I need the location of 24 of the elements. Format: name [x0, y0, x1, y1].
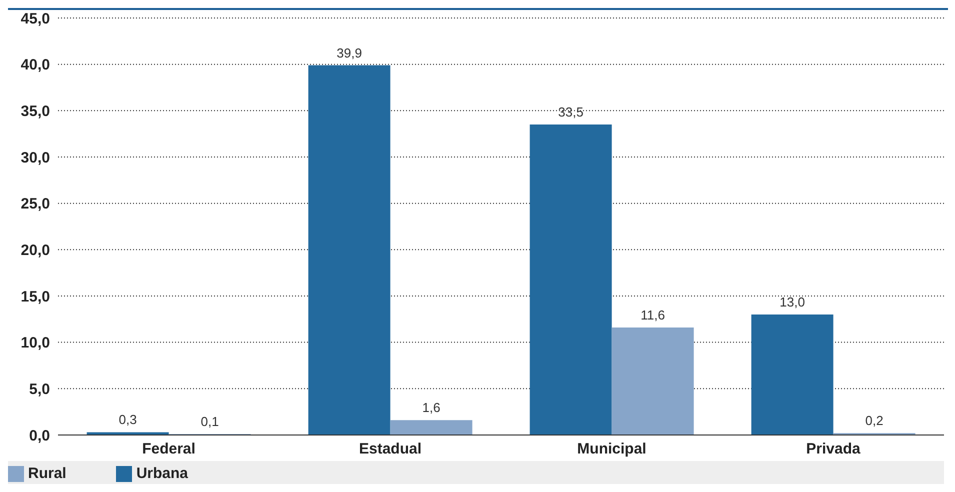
- y-tick-label: 30,0: [20, 149, 50, 166]
- y-tick-label: 45,0: [20, 10, 50, 28]
- y-tick-label: 5,0: [29, 380, 50, 398]
- data-label: 0,2: [865, 413, 884, 428]
- y-tick-label: 20,0: [20, 242, 50, 259]
- x-tick-label: Privada: [806, 440, 862, 458]
- data-label: 1,6: [422, 400, 440, 416]
- data-label: 0,1: [200, 414, 219, 430]
- y-tick-label: 40,0: [20, 56, 50, 74]
- y-tick-label: 0,0: [29, 427, 50, 444]
- legend-label: Rural: [28, 464, 66, 482]
- y-tick-label: 15,0: [20, 288, 50, 306]
- data-label: 39,9: [336, 45, 362, 60]
- x-tick-label: Federal: [142, 440, 196, 458]
- y-tick-label: 35,0: [20, 102, 50, 120]
- legend-label: Urbana: [136, 464, 188, 482]
- x-tick-label: Municipal: [577, 440, 646, 458]
- y-tick-label: 25,0: [20, 196, 50, 213]
- x-tick-label: Estadual: [358, 440, 422, 458]
- data-label: 0,3: [118, 412, 137, 428]
- y-tick-label: 10,0: [20, 334, 50, 352]
- data-label: 33,5: [558, 104, 584, 120]
- data-label: 11,6: [640, 307, 665, 322]
- data-label: 13,0: [780, 294, 805, 310]
